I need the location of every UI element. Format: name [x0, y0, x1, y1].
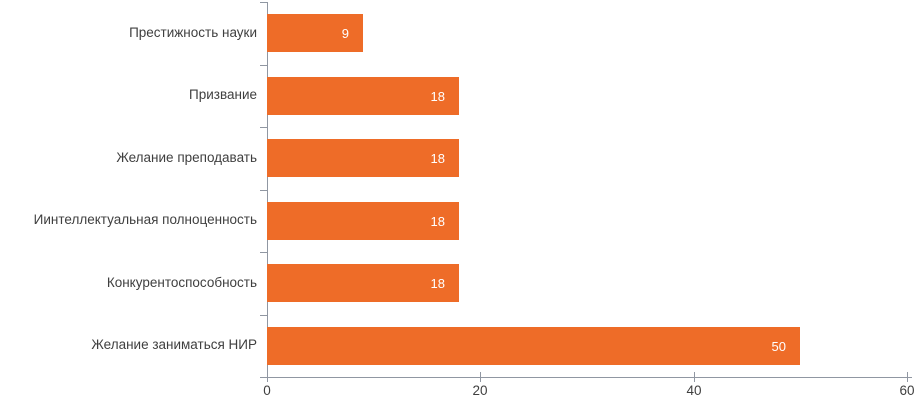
x-axis-tick-label: 0 [263, 383, 271, 398]
bar: 18 [267, 202, 459, 240]
bar: 50 [267, 327, 800, 365]
category-axis-tick [260, 190, 267, 191]
category-label: Призвание [189, 87, 257, 103]
x-axis-tick-label: 20 [472, 383, 488, 398]
bar: 9 [267, 14, 363, 52]
bar-value-label: 9 [341, 25, 349, 41]
bar-value-label: 18 [430, 150, 445, 166]
category-axis-tick [260, 65, 267, 66]
bar: 18 [267, 77, 459, 115]
category-axis-tick [260, 377, 267, 378]
category-axis-tick [260, 127, 267, 128]
x-axis-tick [907, 372, 908, 382]
category-axis-tick [260, 2, 267, 3]
category-label: Желание преподавать [116, 149, 257, 165]
bar-value-label: 18 [430, 88, 445, 104]
category-axis-tick [260, 252, 267, 253]
category-axis-line [267, 2, 268, 377]
category-label: Конкурентоспособность [106, 274, 257, 290]
category-axis-tick [260, 315, 267, 316]
category-label: Иинтеллектуальная полноценность [33, 212, 257, 228]
bar: 18 [267, 139, 459, 177]
bar-value-label: 18 [430, 275, 445, 291]
bar-value-label: 50 [771, 338, 786, 354]
bar-value-label: 18 [430, 213, 445, 229]
category-label: Желание заниматься НИР [91, 337, 257, 353]
category-label: Престижность науки [129, 24, 257, 40]
x-axis-tick [267, 372, 268, 382]
x-axis-tick-label: 40 [686, 383, 702, 398]
x-axis-tick [694, 372, 695, 382]
x-axis-tick-label: 60 [899, 383, 915, 398]
x-axis-tick [480, 372, 481, 382]
x-axis-line [267, 377, 912, 378]
bar: 18 [267, 264, 459, 302]
